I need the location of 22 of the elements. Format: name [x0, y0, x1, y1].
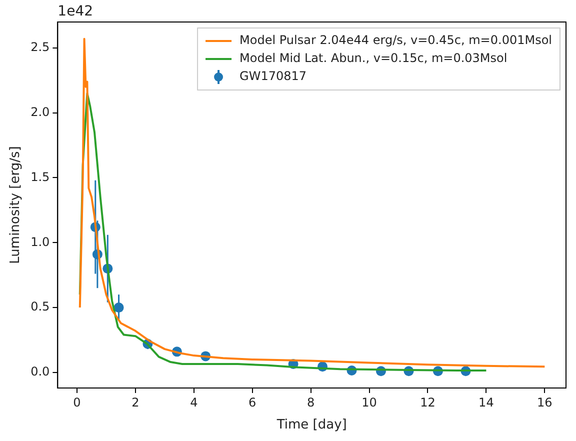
x-tick-label: 2: [132, 395, 140, 410]
x-tick-label: 6: [248, 395, 256, 410]
y-tick-label: 2.5: [30, 40, 50, 54]
x-tick-label: 12: [420, 395, 436, 410]
legend-label: Model Pulsar 2.04e44 erg/s, v=0.45c, m=0.001Msol: [240, 33, 552, 48]
y-axis-title: Luminosity [erg/s]: [8, 146, 24, 264]
x-tick-label: 0: [73, 395, 81, 410]
y-tick-label: 2.0: [30, 104, 50, 119]
x-tick-label: 8: [307, 395, 315, 410]
legend-label: GW170817: [240, 69, 307, 84]
point: [114, 302, 124, 313]
y-tick-label: 1.5: [30, 170, 50, 184]
y-tick-label: 1.0: [30, 234, 50, 249]
x-tick-label: 4: [190, 395, 198, 410]
x-axis-title: Time [day]: [276, 418, 347, 433]
text: 1e42: [58, 4, 94, 20]
x-tick-label: 14: [478, 395, 494, 410]
x-tick-label: 16: [537, 395, 552, 410]
x-tick-label: 10: [362, 395, 377, 410]
legend-label: Model Mid Lat. Abun., v=0.15c, m=0.03Msol: [240, 51, 508, 66]
y-tick-label: 0.0: [30, 364, 50, 379]
y-tick-label: 0.5: [30, 300, 50, 314]
